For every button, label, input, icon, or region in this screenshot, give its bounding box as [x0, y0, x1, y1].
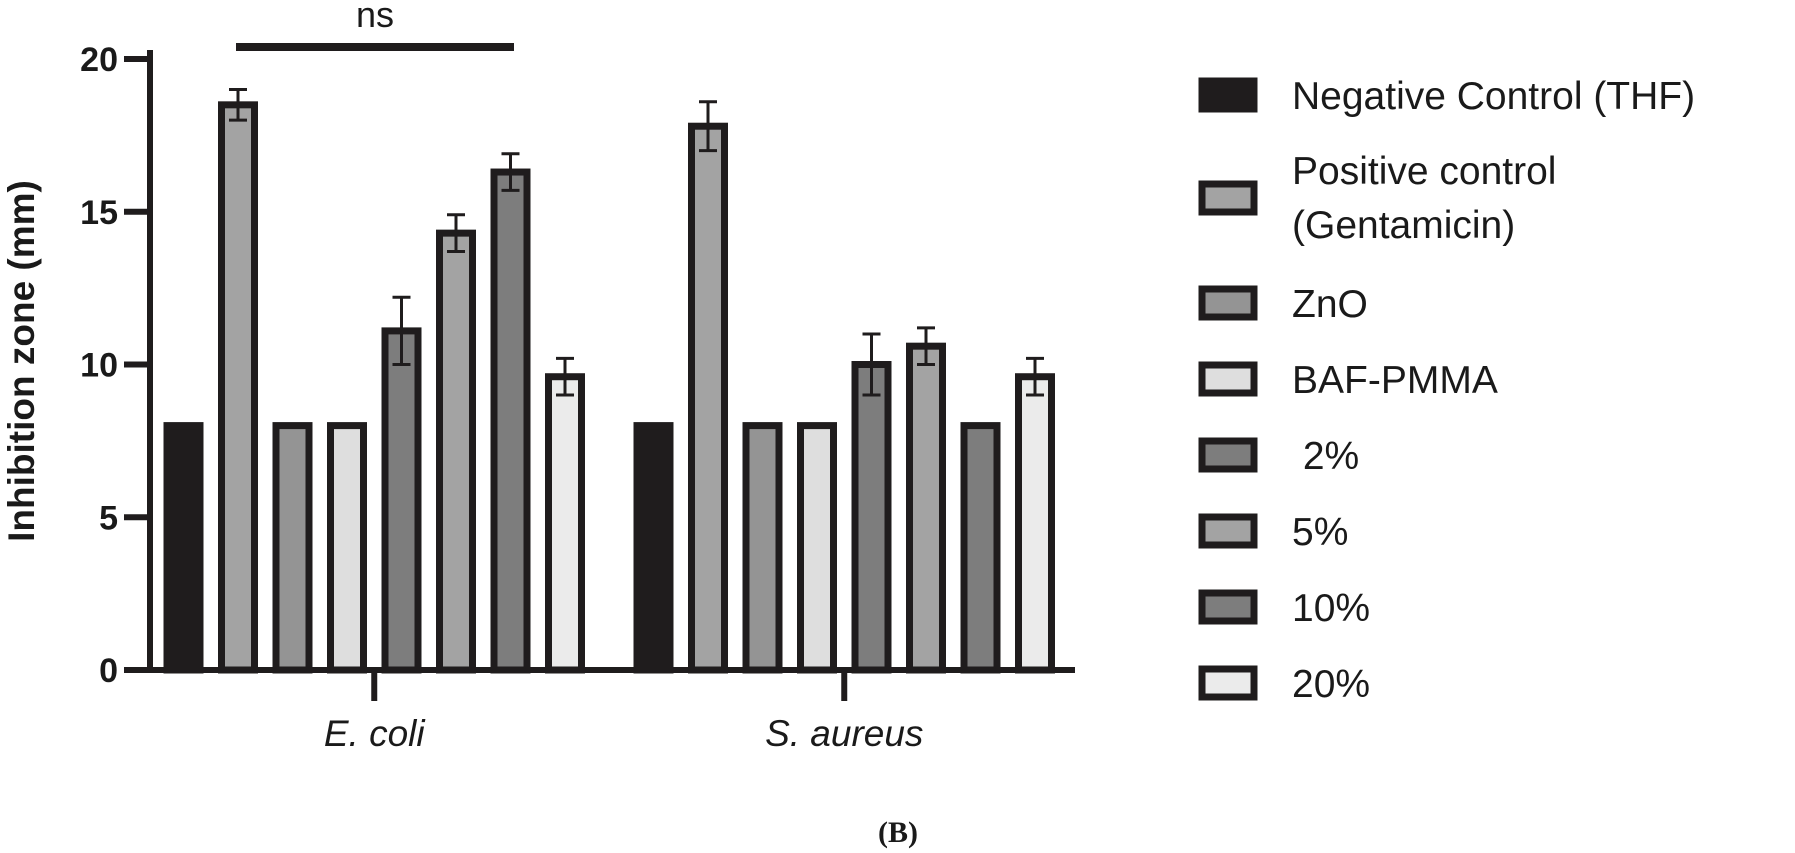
bar: [906, 342, 946, 674]
y-ticks-group: 0 5 10 15 20: [80, 41, 150, 690]
y-tick-label: 20: [80, 41, 118, 79]
bar: [960, 422, 1001, 674]
significance-annotation: ns: [236, 0, 514, 51]
legend-swatch: [1198, 361, 1258, 397]
bar: [327, 422, 367, 674]
legend-label: Positive control: [1292, 150, 1556, 193]
bar: [163, 422, 204, 674]
x-ticks-group: E. coli S. aureus: [324, 670, 923, 754]
legend-label: (Gentamicin): [1292, 204, 1515, 247]
bar: [490, 168, 531, 674]
legend: Negative Control (THF) Positive control (G…: [1198, 75, 1695, 706]
legend-label: 2%: [1292, 435, 1359, 478]
y-tick-label: 10: [80, 347, 118, 385]
bar: [742, 422, 783, 674]
legend-label: ZnO: [1292, 283, 1368, 326]
bar: [218, 101, 258, 674]
bar: [851, 361, 892, 674]
bar: [1015, 373, 1055, 674]
bar: [797, 422, 837, 674]
bars-group: [163, 101, 1055, 674]
error-bars-group: [229, 88, 1044, 397]
legend-label: 20%: [1292, 663, 1370, 706]
y-tick-label: 0: [99, 652, 118, 690]
legend-swatch: [1198, 589, 1258, 625]
legend-label: 10%: [1292, 587, 1370, 630]
bar: [545, 373, 585, 674]
bar: [436, 229, 476, 674]
y-tick-label: 15: [80, 194, 118, 232]
legend-label: 5%: [1292, 511, 1348, 554]
legend-swatch: [1198, 285, 1258, 321]
panel-label: (B): [878, 816, 918, 849]
bar: [688, 122, 728, 674]
legend-swatch: [1198, 513, 1258, 549]
x-category-label: S. aureus: [765, 713, 923, 754]
bar: [272, 422, 313, 674]
legend-swatch: [1198, 665, 1258, 701]
y-tick-label: 5: [99, 499, 118, 537]
legend-swatch: [1198, 77, 1258, 113]
bar: [633, 422, 674, 674]
legend-label: BAF-PMMA: [1292, 359, 1498, 402]
significance-label: ns: [356, 0, 394, 35]
y-axis-title: Inhibition zone (mm): [1, 180, 42, 542]
legend-swatch: [1198, 437, 1258, 473]
legend-label: Negative Control (THF): [1292, 75, 1695, 118]
bar: [381, 327, 422, 674]
x-category-label: E. coli: [324, 713, 427, 754]
legend-swatch: [1198, 180, 1258, 216]
